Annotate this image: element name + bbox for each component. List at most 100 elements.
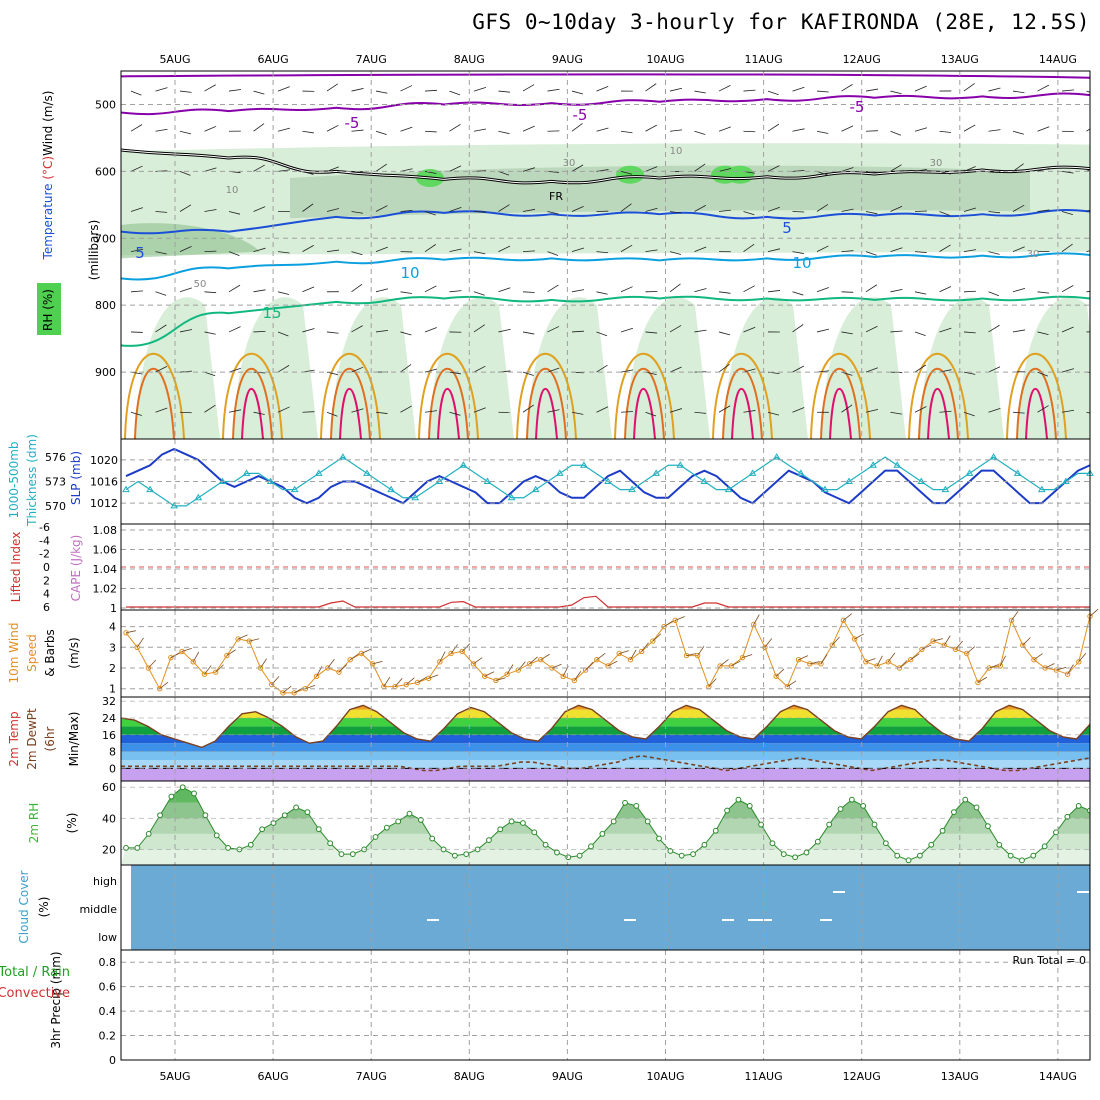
wind-barb-10m — [831, 636, 840, 646]
rh-point — [338, 851, 345, 858]
temp-bands — [121, 705, 1090, 781]
wind-barb — [204, 167, 217, 172]
wind-speed-line — [125, 616, 1091, 694]
wind-barb — [473, 365, 486, 373]
thickness-point — [242, 469, 251, 476]
wind-speed-point — [571, 677, 578, 684]
wind-barb — [620, 327, 634, 333]
rh-plume — [429, 297, 514, 439]
wind-barb — [620, 286, 633, 293]
thickness-point — [652, 469, 661, 476]
wind-barb — [400, 209, 413, 212]
wind-barb — [1012, 246, 1025, 253]
wind-speed-point — [448, 650, 454, 657]
wind-barb — [743, 326, 756, 333]
wind-barb — [473, 291, 485, 296]
temp-tick-label: 16 — [102, 729, 116, 742]
wind-barb — [865, 409, 879, 413]
wind-barb-10m — [349, 653, 360, 661]
wind-barb — [1086, 128, 1090, 132]
contour-label: 5 — [782, 219, 792, 237]
wind-barb-10m — [910, 653, 920, 661]
wind-barb-10m — [1044, 663, 1055, 669]
li-tick-label: -2 — [39, 548, 50, 561]
wind-barb — [130, 124, 143, 132]
rh-point — [293, 804, 300, 811]
wind-barb — [743, 243, 755, 252]
temp-band — [121, 734, 1090, 744]
contour-label: 10 — [792, 254, 811, 272]
wind-barb-10m — [439, 651, 446, 662]
cloud-gap — [624, 919, 636, 921]
wind-barb — [939, 130, 952, 133]
y-axis-label-part: Min/Max) — [67, 712, 81, 767]
wind-barb — [890, 130, 902, 136]
rh-legend-label: RH (%) — [41, 289, 55, 331]
wind-speed-point — [291, 690, 297, 696]
wind-speed-point — [212, 669, 219, 675]
thickness-tick-label: 573 — [45, 476, 66, 489]
thickness-point — [700, 477, 709, 484]
y-axis-label-part: (m/s) — [67, 637, 81, 668]
rh-point — [372, 834, 379, 840]
temp-line — [121, 704, 1090, 749]
rh-point — [610, 818, 617, 825]
contour-label: 10 — [670, 146, 683, 157]
wind-barb — [498, 130, 510, 135]
wind-barb-10m — [764, 638, 773, 648]
upper-pressure-label: (millibars) — [87, 220, 101, 281]
wind-barb — [694, 130, 706, 135]
warm-isotherm — [927, 388, 950, 439]
temp-band — [121, 768, 1090, 781]
wind-barb-10m — [484, 671, 495, 677]
wind-barb — [179, 329, 193, 333]
wind-barb-10m — [204, 665, 212, 675]
contour-label: -5 — [573, 106, 588, 124]
cape-tick-label: 1 — [110, 602, 117, 615]
x-tick-label-top: 12AUG — [843, 53, 881, 66]
wind-barb-10m — [1067, 664, 1074, 675]
wind-barb — [522, 167, 536, 172]
rh-point — [395, 818, 402, 825]
warm-isotherm — [731, 388, 754, 439]
wind-barb-10m — [394, 678, 403, 687]
wind-barb — [816, 245, 829, 253]
thickness-axis-label-a: 1000-500mb — [7, 441, 21, 518]
wind-speed-point — [235, 636, 241, 642]
wind-barb-10m — [1011, 611, 1019, 621]
rh-plume — [625, 297, 710, 439]
precip-tick-label: 0.4 — [99, 1005, 117, 1018]
y-axis-label-part: 2m DewPt — [25, 708, 39, 770]
run-total-label: Run Total = 0 — [1013, 954, 1087, 967]
rh-point — [486, 837, 492, 844]
wind-barb — [498, 245, 511, 253]
wind-barb-10m — [473, 657, 483, 665]
wind-speed-point — [481, 673, 488, 679]
contour-label: 30 — [1027, 249, 1040, 260]
wind-barb — [718, 209, 732, 212]
x-tick-label-top: 7AUG — [356, 53, 387, 66]
wind-barb — [302, 286, 315, 293]
wind-barb — [890, 330, 903, 333]
wind-barb — [988, 251, 1000, 255]
rh-point — [826, 821, 833, 828]
wind-barb — [939, 410, 952, 413]
x-tick-label-bottom: 5AUG — [159, 1070, 190, 1083]
contour-label: 30 — [930, 158, 943, 169]
wind-barb — [963, 331, 976, 334]
wind-barb — [400, 126, 413, 132]
wind-barb — [130, 290, 143, 293]
cloud-axis-label: Cloud Cover — [17, 870, 31, 943]
wind-speed-point — [997, 663, 1004, 669]
wind-barb — [351, 408, 364, 413]
wind-barb-10m — [540, 653, 550, 661]
wind-barb — [277, 251, 290, 254]
wind-barb — [155, 211, 168, 213]
rh-point — [916, 852, 923, 859]
wind-barb — [914, 406, 927, 413]
wind-barb-10m — [215, 664, 224, 673]
wind-barb — [400, 331, 412, 336]
slp-series-line — [125, 447, 1091, 505]
warm-isotherm — [437, 388, 460, 439]
wind-tick-label: 1 — [109, 683, 116, 696]
